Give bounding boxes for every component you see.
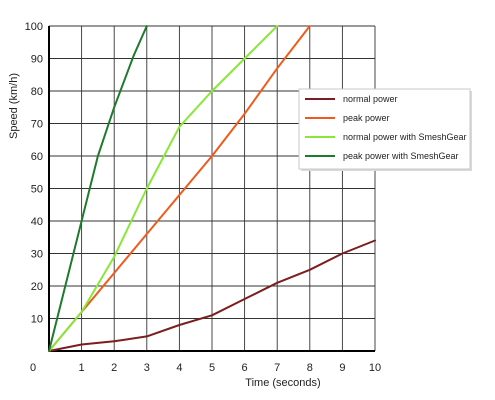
legend-label: peak power bbox=[343, 113, 390, 123]
legend: normal power peak power normal power with … bbox=[298, 88, 472, 171]
tick-labels: 0 1 2 3 4 5 6 7 8 9 10 10 20 30 40 50 60 70 80 90 100 bbox=[25, 21, 381, 374]
y-tick-label: 40 bbox=[31, 216, 43, 228]
legend-label: normal power with SmeshGear bbox=[343, 132, 467, 142]
y-tick-label: 100 bbox=[25, 21, 43, 33]
x-tick-label: 3 bbox=[144, 362, 150, 374]
series-group bbox=[48, 25, 376, 352]
series-line bbox=[48, 25, 279, 352]
y-tick-label: 80 bbox=[31, 86, 43, 98]
series-line bbox=[48, 25, 311, 352]
x-tick-label: 8 bbox=[307, 362, 313, 374]
x-tick-label: 1 bbox=[79, 362, 85, 374]
series-line bbox=[48, 239, 376, 352]
y-tick-label: 70 bbox=[31, 119, 43, 131]
y-tick-label: 50 bbox=[31, 184, 43, 196]
x-tick-label: 9 bbox=[339, 362, 345, 374]
y-tick-label: 10 bbox=[31, 314, 43, 326]
y-tick-label: 90 bbox=[31, 54, 43, 66]
x-tick-label: 4 bbox=[176, 362, 182, 374]
series-line bbox=[48, 25, 148, 352]
x-tick-label: 7 bbox=[274, 362, 280, 374]
x-tick-label: 0 bbox=[30, 362, 36, 374]
y-axis-title: Speed (km/h) bbox=[8, 73, 20, 139]
x-tick-label: 6 bbox=[242, 362, 248, 374]
y-tick-label: 60 bbox=[31, 151, 43, 163]
axes bbox=[48, 26, 375, 352]
x-tick-label: 10 bbox=[369, 362, 381, 374]
legend-label: peak power with SmeshGear bbox=[343, 151, 459, 161]
y-tick-label: 20 bbox=[31, 281, 43, 293]
legend-label: normal power bbox=[343, 94, 398, 104]
x-tick-label: 2 bbox=[111, 362, 117, 374]
x-tick-label: 5 bbox=[209, 362, 215, 374]
x-axis-title: Time (seconds) bbox=[245, 377, 320, 389]
y-tick-label: 30 bbox=[31, 249, 43, 261]
